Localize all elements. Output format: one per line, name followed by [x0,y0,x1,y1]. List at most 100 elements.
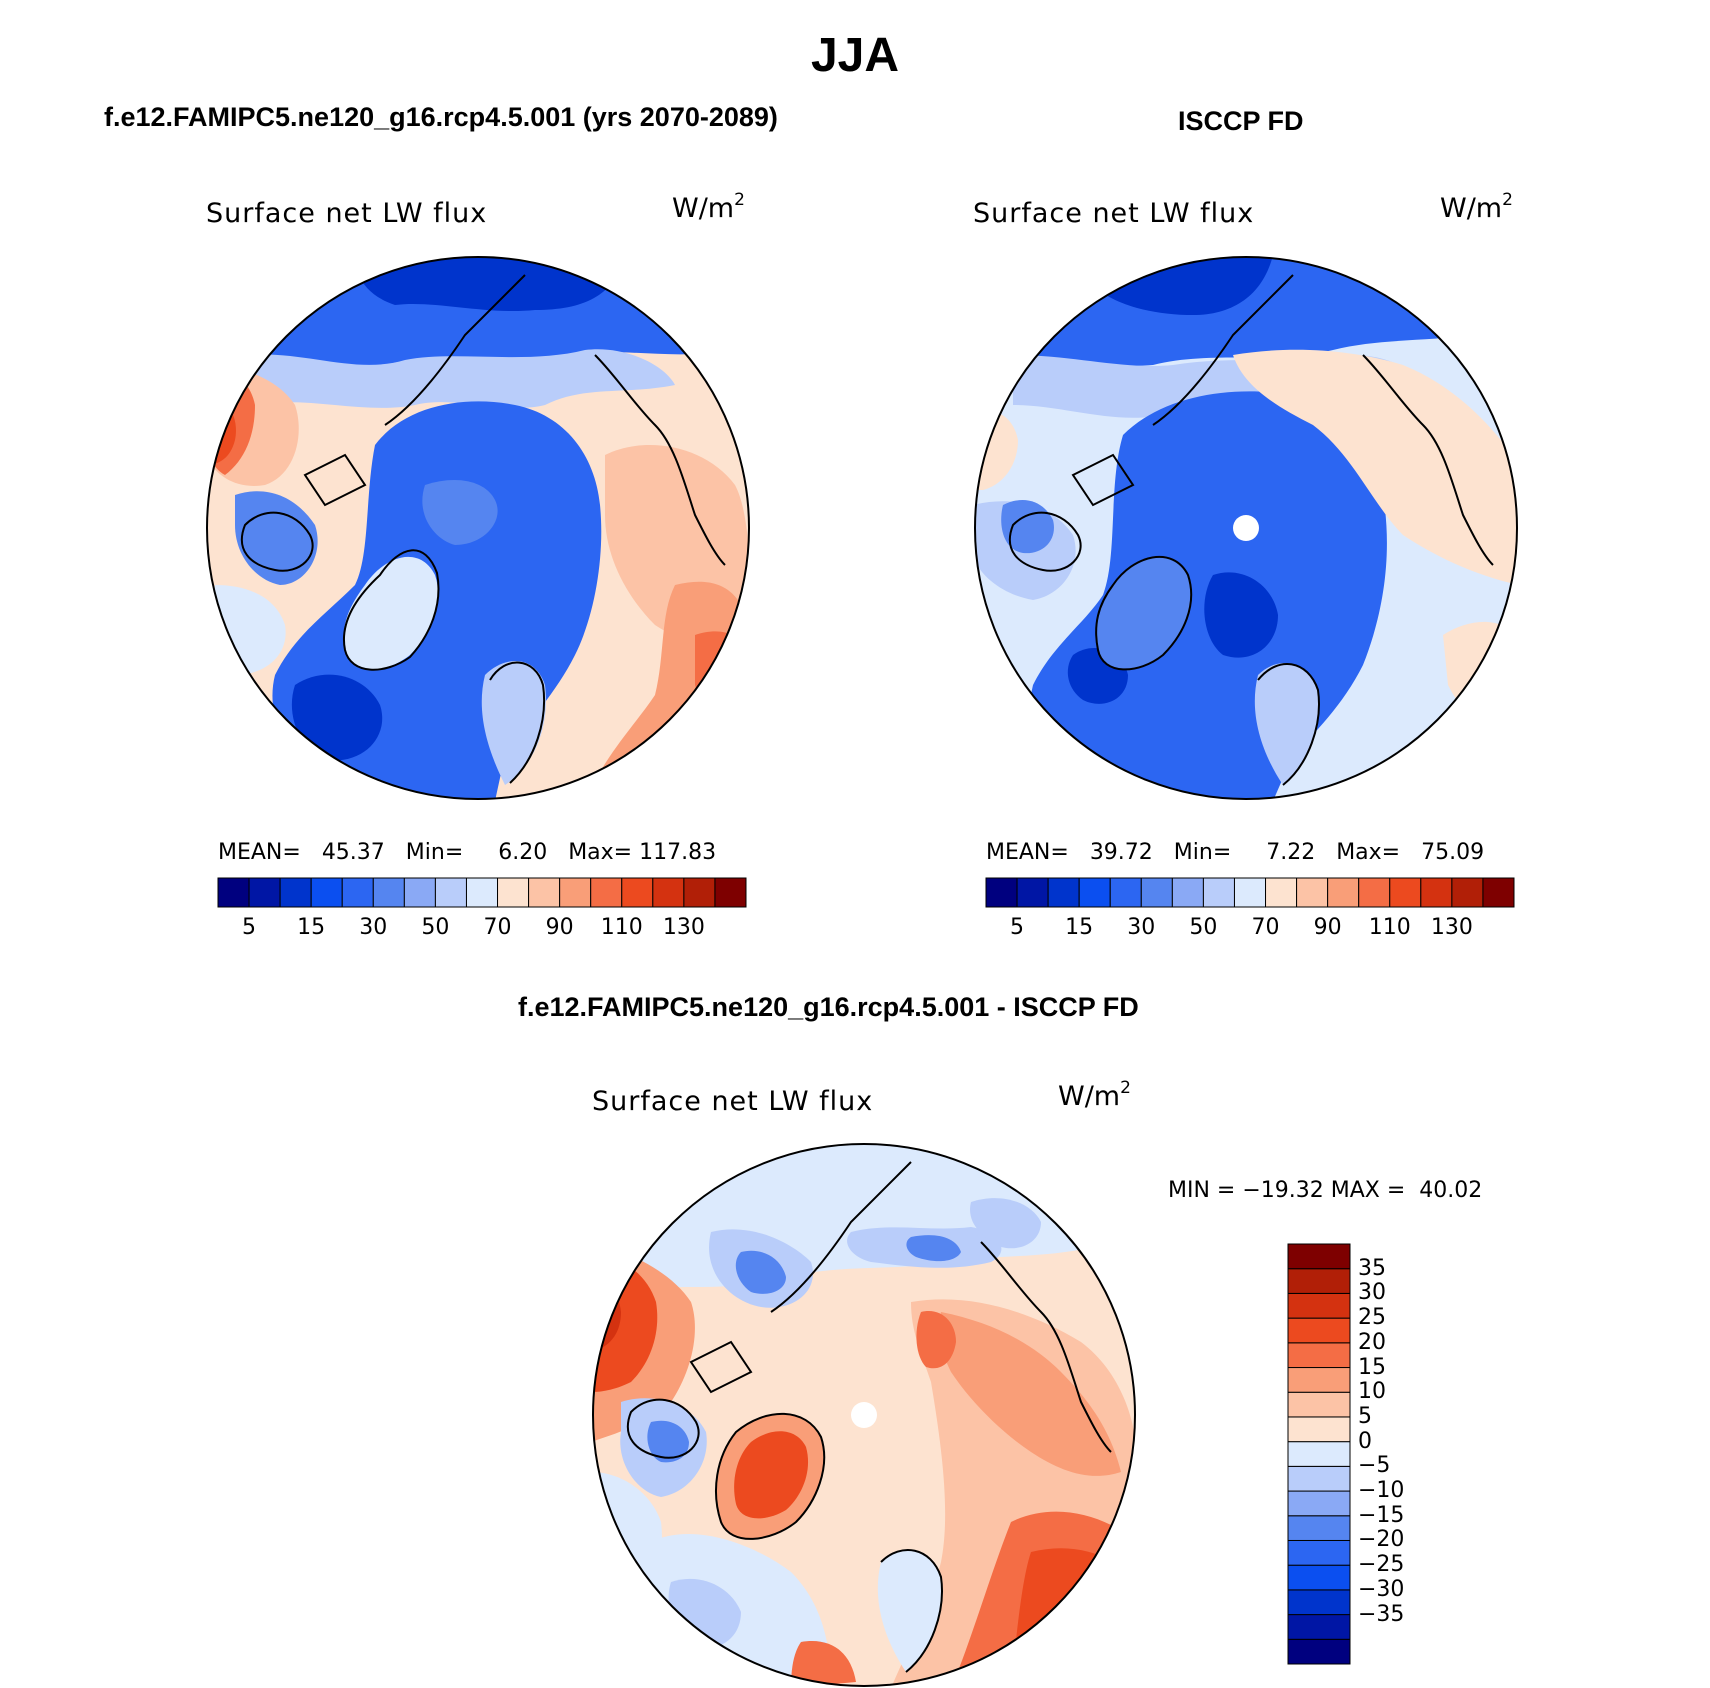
colorbar-swatch [985,877,1018,908]
colorbar-swatch [1389,877,1422,908]
colorbar-swatch [1287,1268,1351,1294]
model-units-label: W/m2 [672,190,745,224]
colorbar-tick-label: 130 [662,915,705,940]
colorbar-tick-label: −5 [1358,1453,1391,1479]
colorbar-tick-label: 30 [1127,915,1156,940]
colorbar-tick-label: 30 [359,915,388,940]
obs-polar-map [974,256,1518,800]
colorbar-swatch [1287,1292,1351,1319]
colorbar-swatch [1287,1243,1351,1270]
colorbar-tick-label: 0 [1358,1428,1372,1454]
colorbar-swatch [279,877,312,908]
colorbar-swatch [528,877,561,908]
colorbar-swatch [714,877,747,908]
colorbar-swatch [403,877,436,908]
colorbar-swatch [1233,877,1267,908]
diff-variable-label: Surface net LW flux [592,1086,874,1117]
diff-polar-map [592,1143,1136,1687]
obs-stats: MEAN= 39.72 Min= 7.22 Max= 75.09 [986,840,1485,865]
colorbar-tick-label: 30 [1358,1280,1386,1306]
obs-case-title: ISCCP FD [1178,106,1304,136]
colorbar-swatch [683,877,716,908]
colorbar-tick-label: −25 [1358,1552,1405,1578]
colorbar-swatch [1327,877,1360,908]
colorbar-tick-label: −10 [1358,1478,1405,1504]
colorbar-tick-label: 15 [1065,915,1094,940]
colorbar-swatch [652,877,685,908]
colorbar-swatch [1287,1441,1351,1467]
colorbar-swatch [217,877,250,908]
diff-units-label: W/m2 [1058,1078,1131,1112]
colorbar-swatch [248,877,281,908]
colorbar-swatch [1171,877,1204,908]
colorbar-swatch [1358,877,1391,908]
diff-colorbar [1287,1243,1351,1665]
colorbar-tick-label: 35 [1358,1255,1386,1281]
colorbar-swatch [1287,1465,1351,1492]
obs-units-label: W/m2 [1440,190,1513,224]
model-case-title: f.e12.FAMIPC5.ne120_g16.rcp4.5.001 (yrs … [104,102,778,132]
colorbar-swatch [1482,877,1515,908]
colorbar-swatch [1287,1391,1351,1418]
colorbar-swatch [1451,877,1484,908]
colorbar-tick-label: −30 [1358,1576,1405,1602]
colorbar-swatch [1140,877,1173,908]
colorbar-tick-label: 110 [600,915,643,940]
colorbar-tick-label: 110 [1368,915,1411,940]
colorbar-tick-label: 15 [1358,1354,1386,1380]
obs-colorbar [985,877,1515,908]
colorbar-swatch [1287,1515,1351,1541]
colorbar-swatch [310,877,343,908]
colorbar-tick-label: 50 [1189,915,1218,940]
colorbar-swatch [1287,1638,1351,1665]
colorbar-tick-label: −35 [1358,1601,1405,1627]
colorbar-swatch [1109,877,1142,908]
colorbar-swatch [1287,1416,1351,1443]
colorbar-tick-label: 130 [1430,915,1473,940]
colorbar-swatch [1016,877,1049,908]
colorbar-swatch [434,877,467,908]
colorbar-tick-label: 90 [1313,915,1342,940]
colorbar-tick-label: 90 [545,915,574,940]
diff-case-title: f.e12.FAMIPC5.ne120_g16.rcp4.5.001 - ISC… [518,992,1139,1022]
colorbar-swatch [497,877,530,908]
colorbar-swatch [1287,1614,1351,1640]
colorbar-swatch [1265,877,1298,908]
colorbar-tick-label: 70 [1251,915,1280,940]
figure-title: JJA [810,29,900,82]
colorbar-swatch [1047,877,1080,908]
colorbar-tick-label: 25 [1358,1305,1386,1331]
colorbar-swatch [1287,1539,1351,1566]
colorbar-tick-label: 5 [1358,1403,1372,1429]
colorbar-swatch [1287,1589,1351,1616]
colorbar-swatch [465,877,499,908]
colorbar-tick-label: 50 [421,915,450,940]
colorbar-swatch [1287,1367,1351,1393]
colorbar-swatch [1287,1490,1351,1517]
colorbar-swatch [559,877,592,908]
colorbar-tick-label: 10 [1358,1379,1386,1405]
colorbar-swatch [1296,877,1329,908]
obs-variable-label: Surface net LW flux [973,198,1255,229]
colorbar-tick-label: 20 [1358,1329,1386,1355]
model-variable-label: Surface net LW flux [206,198,488,229]
colorbar-tick-label: 5 [1010,915,1025,940]
model-polar-map [206,256,750,800]
colorbar-tick-label: −15 [1358,1502,1405,1528]
colorbar-swatch [1202,877,1235,908]
colorbar-swatch [341,877,374,908]
colorbar-swatch [372,877,405,908]
diff-stats: MIN = −19.32 MAX = 40.02 [1168,1178,1483,1203]
colorbar-tick-label: 15 [297,915,326,940]
model-stats: MEAN= 45.37 Min= 6.20 Max= 117.83 [218,840,717,865]
colorbar-swatch [1078,877,1111,908]
colorbar-tick-label: −20 [1358,1527,1405,1553]
colorbar-tick-label: 5 [242,915,257,940]
colorbar-swatch [1287,1317,1351,1344]
model-colorbar [217,877,747,908]
colorbar-swatch [590,877,623,908]
colorbar-swatch [1287,1342,1351,1369]
colorbar-tick-label: 70 [483,915,512,940]
colorbar-swatch [1287,1564,1351,1591]
colorbar-swatch [621,877,654,908]
